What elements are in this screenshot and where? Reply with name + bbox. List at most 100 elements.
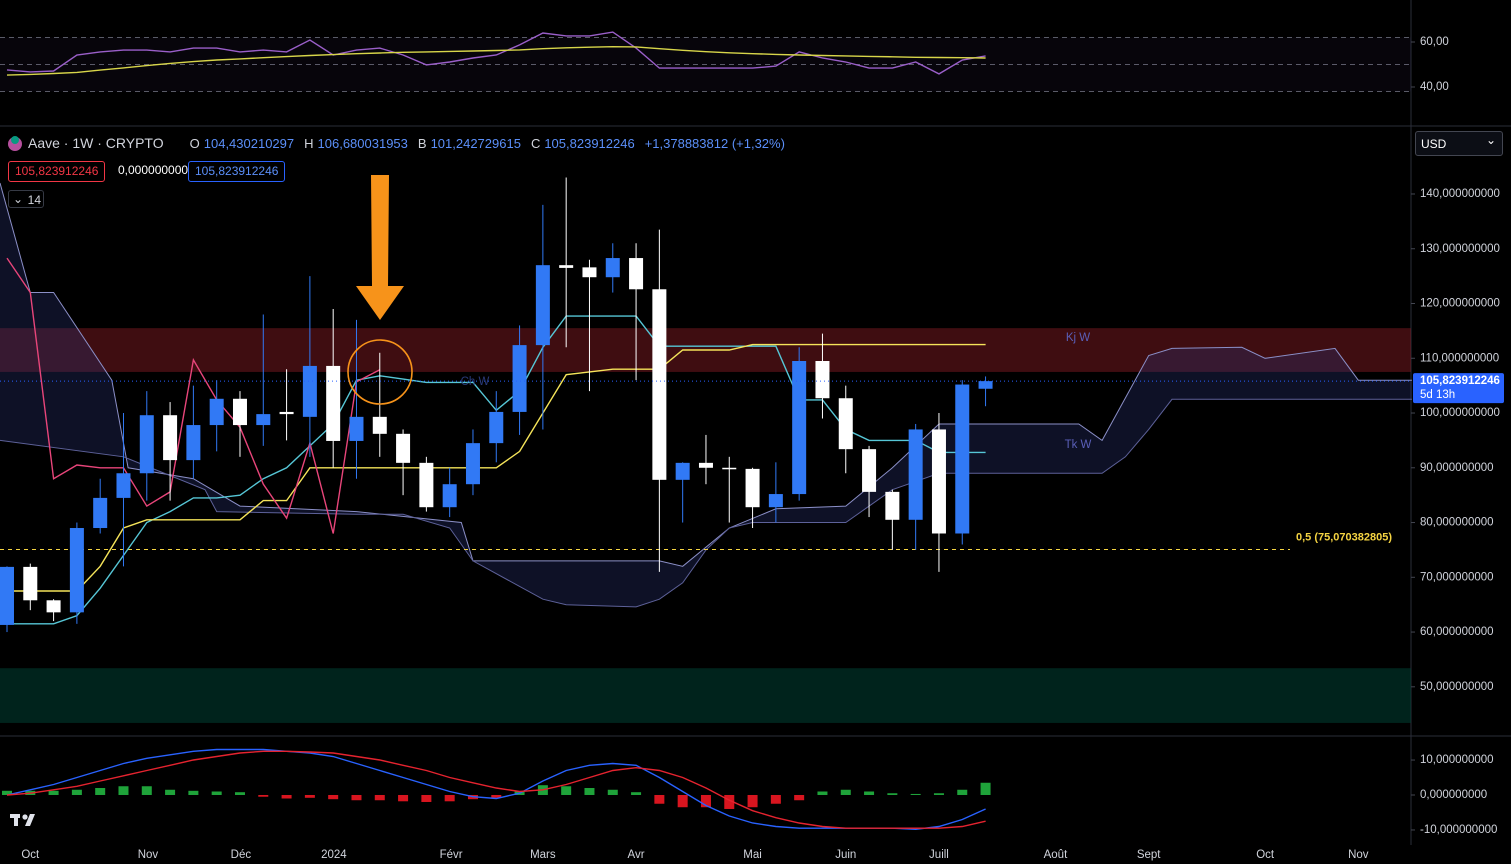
candle-body <box>629 258 644 290</box>
currency-select[interactable]: USD <box>1415 128 1503 156</box>
histogram-bar <box>95 788 106 795</box>
candle-body <box>605 258 620 278</box>
y-tick-label: 120,000000000 <box>1420 298 1500 310</box>
y-tick-label: 10,000000000 <box>1420 754 1494 766</box>
candle-body <box>279 411 294 415</box>
histogram-bar <box>770 794 781 804</box>
histogram-bar <box>747 794 758 808</box>
candle-body <box>46 600 61 613</box>
histogram-bar <box>817 791 828 795</box>
line-label: Ch W <box>461 376 490 388</box>
y-tick-label: 0,000000000 <box>1420 789 1487 801</box>
x-tick-label: Mai <box>743 849 762 861</box>
histogram-bar <box>165 789 176 795</box>
low-label: B <box>417 135 427 151</box>
tv-logo <box>10 814 35 826</box>
candle-body <box>489 411 504 444</box>
candle-body <box>792 360 807 495</box>
candle-body <box>23 566 38 601</box>
histogram-bar <box>700 794 711 808</box>
histogram-bar <box>118 786 129 795</box>
candle-body <box>978 381 993 389</box>
symbol[interactable]: Aave · 1W · CRYPTO <box>28 135 164 151</box>
candle-body <box>955 384 970 534</box>
candle-body <box>815 360 830 399</box>
histogram-bar <box>933 793 944 795</box>
y-tick-label: 70,000000000 <box>1420 571 1494 583</box>
y-tick-label: 90,000000000 <box>1420 462 1494 474</box>
x-tick-label: Août <box>1044 849 1068 861</box>
y-tick-label: 130,000000000 <box>1420 243 1500 255</box>
candle-body <box>862 449 877 492</box>
histogram-bar <box>421 794 432 802</box>
candle-body <box>652 289 667 480</box>
histogram-bar <box>234 792 245 795</box>
candle-body <box>256 414 271 426</box>
x-tick-label: Mars <box>530 849 556 861</box>
candle-body <box>885 491 900 520</box>
histogram-bar <box>584 788 595 795</box>
histogram-bar <box>258 794 269 797</box>
histogram-bar <box>957 789 968 795</box>
candle-body <box>582 267 597 278</box>
indicator-line <box>6 31 986 75</box>
close-value: 105,823912246 <box>544 135 635 151</box>
candle-body <box>931 429 946 534</box>
candle-body <box>838 398 853 450</box>
y-tick-label: -10,000000000 <box>1420 824 1497 836</box>
candle-body <box>698 462 713 468</box>
candle-body <box>908 429 923 520</box>
candle-body <box>186 425 201 461</box>
x-tick-label: Juin <box>835 849 856 861</box>
candle-body <box>745 468 760 508</box>
indicator-line <box>6 750 986 829</box>
histogram-bar <box>328 794 339 800</box>
open-value: 104,430210297 <box>203 135 295 151</box>
logo-part <box>25 814 35 826</box>
arrow-annotation <box>356 175 404 320</box>
x-tick-label: Oct <box>21 849 40 861</box>
histogram-bar <box>910 793 921 795</box>
histogram-bar <box>491 794 502 798</box>
candle-body <box>512 345 527 412</box>
indicator-line <box>6 45 986 76</box>
cloud-span <box>0 398 1412 608</box>
fib-label: 0,5 (75,070382805) <box>1296 531 1392 543</box>
price-tag-countdown: 5d 13h <box>1420 389 1455 401</box>
candle-body <box>0 566 14 625</box>
y-tick-label: 40,00 <box>1420 81 1449 93</box>
histogram-bar <box>304 794 315 798</box>
candle-body <box>232 398 247 426</box>
candle-body <box>93 497 108 529</box>
histogram-bar <box>840 789 851 795</box>
histogram-bar <box>188 790 199 795</box>
candle-body <box>163 415 178 461</box>
cloud-fill <box>0 183 1412 607</box>
candle-body <box>326 365 341 441</box>
histogram-bar <box>444 794 455 802</box>
histogram-bar <box>980 782 991 795</box>
candle-body <box>535 265 550 346</box>
candle-body <box>396 433 411 463</box>
histogram-bar <box>631 792 642 795</box>
histogram-bar <box>887 793 898 795</box>
histogram-bar <box>71 789 82 795</box>
indicator-count[interactable]: ⌄ 14 <box>8 190 44 208</box>
y-tick-label: 50,000000000 <box>1420 681 1494 693</box>
candle-body <box>302 365 317 417</box>
candle-body <box>139 415 154 474</box>
candle-body <box>465 443 480 485</box>
high-label: H <box>304 135 314 151</box>
histogram-bar <box>677 794 688 808</box>
histogram-bar <box>351 794 362 801</box>
circle-annotation <box>347 339 413 405</box>
chevron: ⌄ <box>13 192 24 206</box>
y-tick-label: 60,000000000 <box>1420 626 1494 638</box>
candle-body <box>419 462 434 508</box>
candle-body <box>722 467 737 470</box>
x-tick-label: Sept <box>1137 849 1161 861</box>
histogram-bar <box>211 791 222 795</box>
y-tick-label: 110,000000000 <box>1420 352 1499 364</box>
indicator-badge: 105,823912246 <box>188 161 286 182</box>
